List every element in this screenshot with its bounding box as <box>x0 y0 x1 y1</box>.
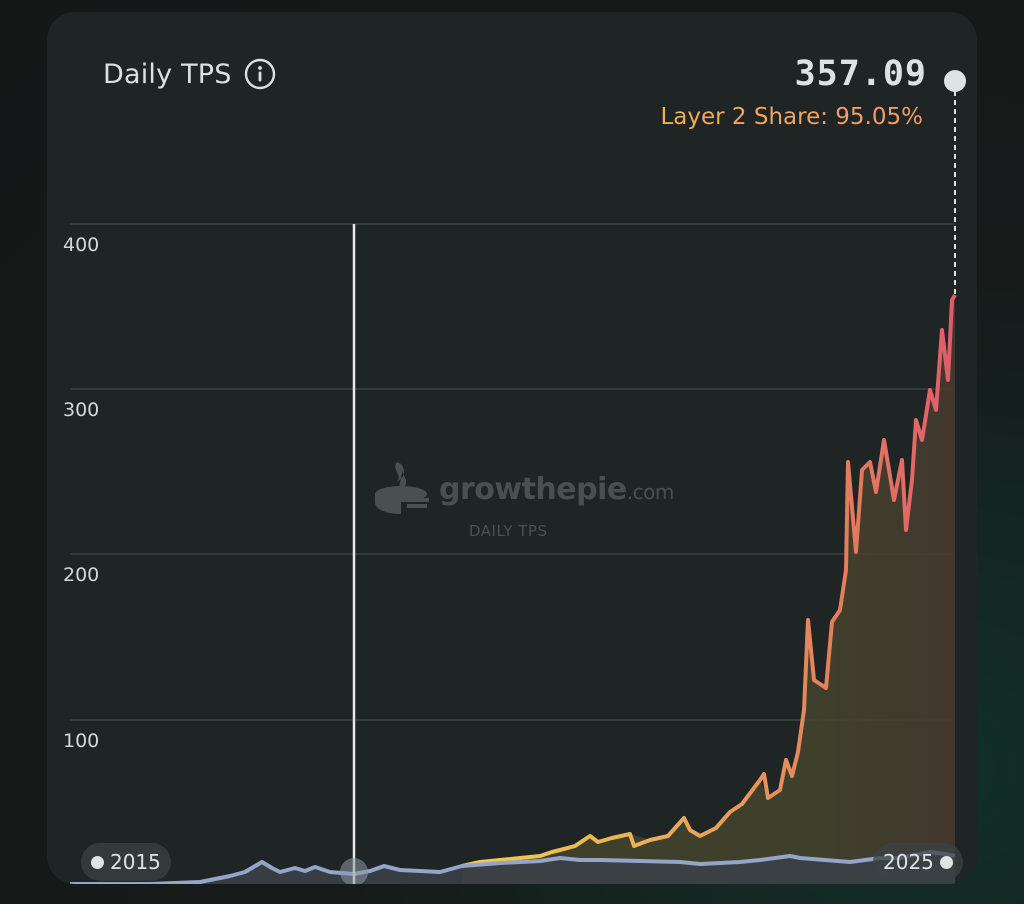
l2-area <box>462 295 955 884</box>
latest-marker-dot <box>944 70 966 92</box>
current-value: 357.09 <box>794 54 927 94</box>
layer2-share: Layer 2 Share: 95.05% <box>660 104 923 130</box>
y-tick-300: 300 <box>63 399 100 421</box>
chart-title: Daily TPS <box>103 58 276 90</box>
y-tick-200: 200 <box>63 564 100 586</box>
range-end-handle[interactable]: 2025 <box>873 843 963 881</box>
watermark-brand-suffix: .com <box>626 479 675 504</box>
watermark-subtitle: DAILY TPS <box>469 522 548 540</box>
chart-plot[interactable] <box>47 12 977 884</box>
range-start-dot-icon <box>91 855 104 869</box>
range-end-label: 2025 <box>883 850 934 874</box>
chart-title-text: Daily TPS <box>103 58 232 90</box>
info-circle-icon[interactable] <box>244 58 276 90</box>
range-start-handle[interactable]: 2015 <box>81 843 171 881</box>
watermark-brand-text: growthepie <box>439 471 627 507</box>
watermark: growthepie.com <box>373 458 674 520</box>
watermark-brand: growthepie.com <box>439 472 674 507</box>
range-end-dot-icon <box>939 855 953 869</box>
hover-cursor-dot <box>340 858 368 884</box>
l2-line <box>461 293 957 868</box>
y-tick-100: 100 <box>63 730 100 752</box>
growthepie-logo-icon <box>375 462 429 514</box>
range-start-label: 2015 <box>110 850 161 874</box>
l1-area <box>70 852 955 884</box>
y-tick-400: 400 <box>63 234 100 256</box>
daily-tps-card: Daily TPS 357.09 Layer 2 Share: 95.05% <box>47 12 977 884</box>
l1-line <box>70 850 956 884</box>
